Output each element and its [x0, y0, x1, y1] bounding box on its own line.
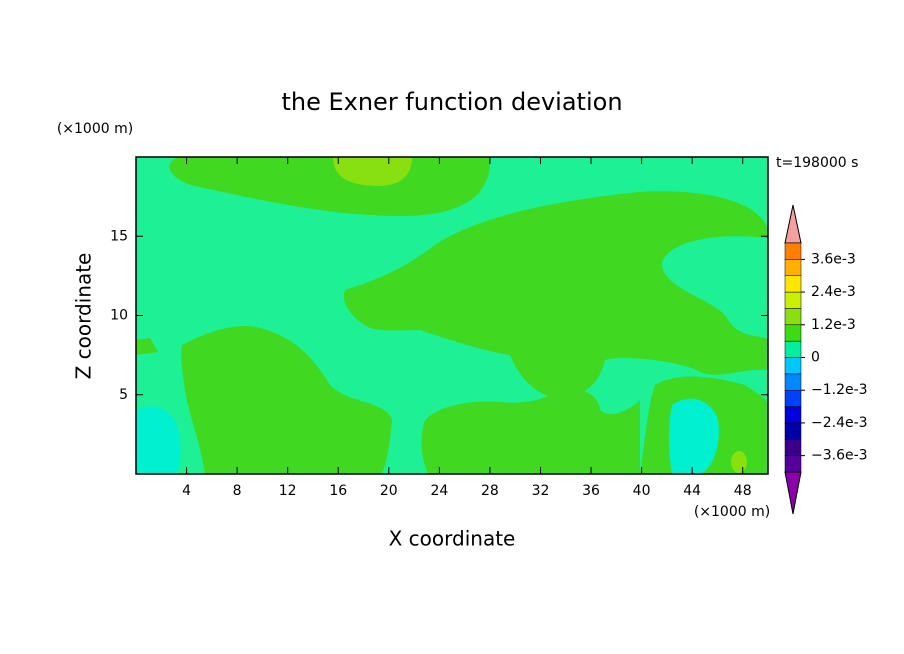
colorbar-bin	[784, 340, 802, 358]
x-tick-label: 44	[683, 483, 701, 499]
colorbar-label: −2.4e-3	[811, 415, 868, 431]
y-tick-label: 15	[110, 228, 128, 244]
x-tick-label: 40	[633, 483, 651, 499]
colorbar-bin	[784, 291, 802, 309]
x-tick-label: 32	[532, 483, 550, 499]
colorbar-bin	[784, 422, 802, 440]
colorbar-bin	[784, 357, 802, 375]
x-axis-label: X coordinate	[389, 527, 516, 551]
colorbar-label: −1.2e-3	[811, 382, 868, 398]
x-tick-label: 36	[582, 483, 600, 499]
x-unit: (×1000 m)	[694, 504, 770, 520]
colorbar-bin	[784, 406, 802, 424]
field-region	[731, 451, 747, 473]
x-tick-label: 28	[481, 483, 499, 499]
colorbar-extend	[784, 471, 802, 515]
colorbar-bin	[784, 439, 802, 456]
colorbar-bin	[784, 259, 802, 276]
field-region	[333, 157, 412, 186]
time-annotation: t=198000 s	[776, 155, 858, 171]
x-tick-label: 20	[380, 483, 398, 499]
y-unit: (×1000 m)	[57, 121, 133, 137]
colorbar-bin	[784, 324, 802, 342]
colorbar-label: 2.4e-3	[811, 284, 856, 300]
x-tick-label: 8	[233, 483, 242, 499]
x-tick-label: 4	[182, 483, 191, 499]
colorbar-label: −3.6e-3	[811, 448, 868, 464]
colorbar-bin	[784, 373, 802, 391]
colorbar-label: 1.2e-3	[811, 317, 856, 333]
colorbar-label: 3.6e-3	[811, 251, 856, 267]
chart-title: the Exner function deviation	[281, 88, 622, 116]
y-axis-label: Z coordinate	[72, 253, 96, 380]
x-tick-label: 16	[329, 483, 347, 499]
field-region	[181, 325, 392, 474]
colorbar-bin	[784, 308, 802, 326]
colorbar-extend	[784, 204, 802, 244]
field-region	[669, 398, 719, 474]
field-region	[169, 157, 491, 216]
contour-field	[136, 157, 768, 474]
colorbar-label: 0	[811, 350, 820, 366]
y-tick-label: 10	[110, 308, 128, 324]
colorbar-bin	[784, 242, 802, 260]
field-region	[136, 406, 181, 474]
y-tick-label: 5	[119, 387, 128, 403]
colorbar-bin	[784, 275, 802, 293]
x-tick-label: 48	[734, 483, 752, 499]
field-region	[343, 191, 768, 398]
x-tick-label: 24	[430, 483, 448, 499]
x-tick-label: 12	[279, 483, 297, 499]
colorbar-bin	[784, 455, 802, 473]
field-region	[136, 338, 158, 355]
field-region	[421, 388, 640, 474]
colorbar-bin	[784, 389, 802, 407]
